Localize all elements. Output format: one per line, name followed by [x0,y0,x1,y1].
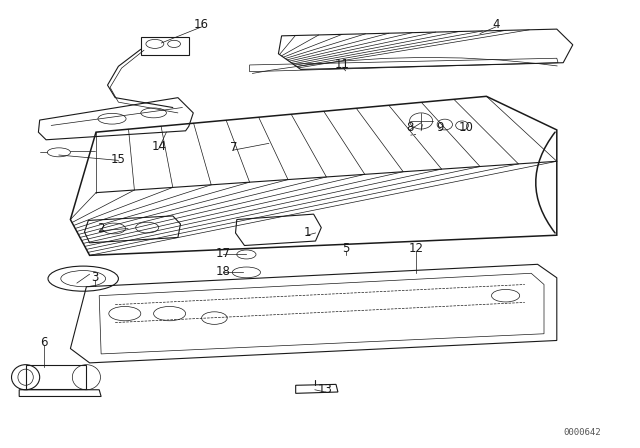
Text: 7: 7 [230,141,237,155]
Text: 6: 6 [40,336,47,349]
Text: 15: 15 [111,152,126,166]
Text: 13: 13 [317,383,333,396]
Text: 18: 18 [215,264,230,278]
Text: 2: 2 [97,222,105,235]
Text: 16: 16 [194,18,209,31]
Text: 14: 14 [151,140,166,154]
Text: 8: 8 [406,121,413,134]
Text: 9: 9 [436,121,444,134]
Text: 3: 3 [91,271,99,284]
Text: 12: 12 [408,242,424,255]
Text: 0000642: 0000642 [564,428,601,437]
Text: 11: 11 [335,58,350,72]
Text: 4: 4 [492,18,500,31]
Text: 1: 1 [303,226,311,240]
Text: 10: 10 [458,121,474,134]
Text: 17: 17 [215,246,230,260]
Text: 5: 5 [342,242,349,255]
